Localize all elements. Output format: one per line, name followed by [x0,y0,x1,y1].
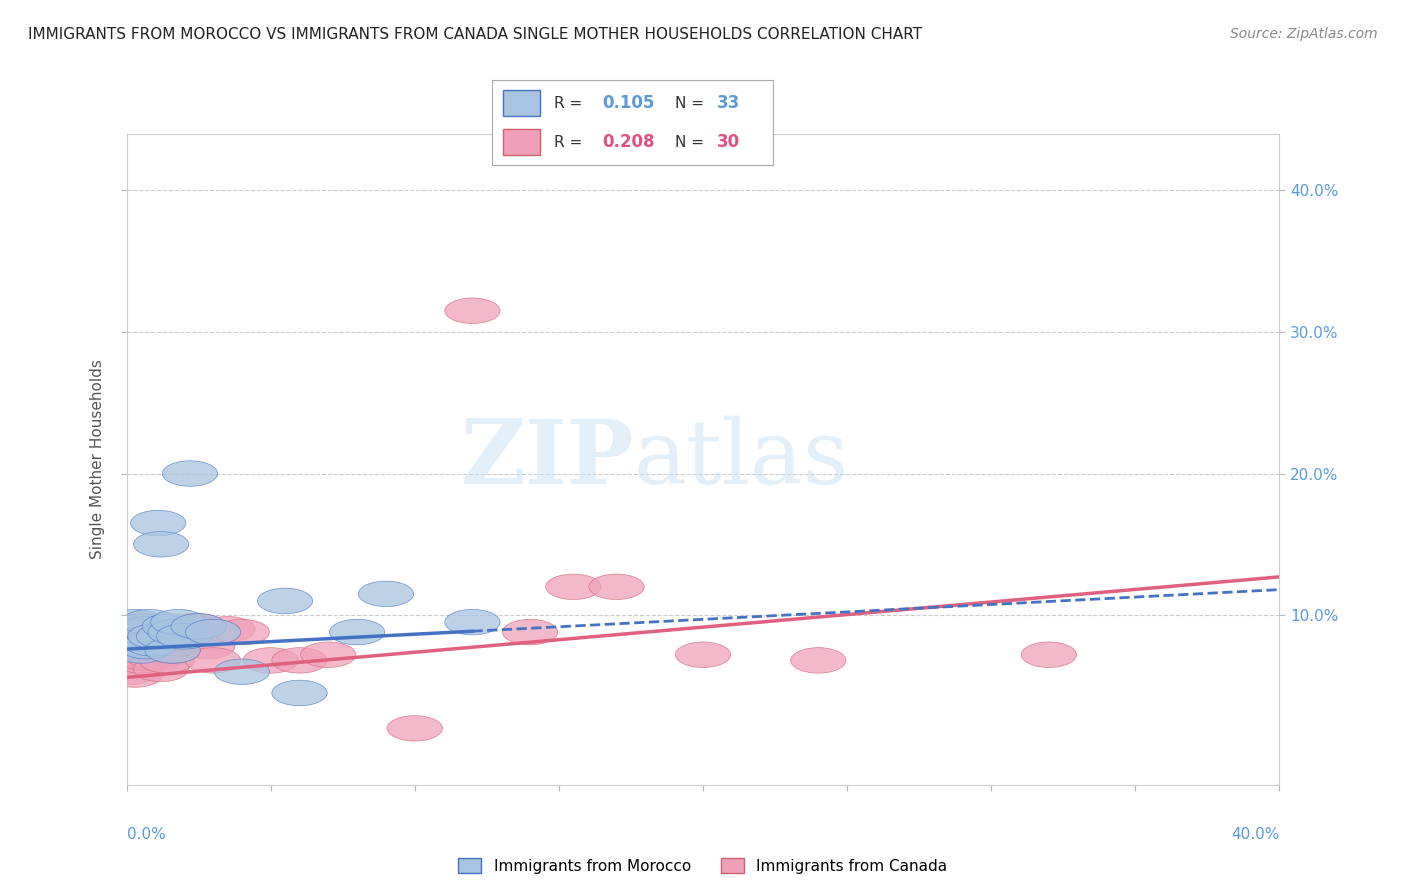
Ellipse shape [150,631,207,657]
Text: R =: R = [554,135,588,150]
Ellipse shape [107,609,163,635]
Ellipse shape [675,642,731,667]
Ellipse shape [139,648,194,673]
Ellipse shape [128,645,183,670]
Ellipse shape [107,662,163,688]
Ellipse shape [101,659,157,684]
Ellipse shape [114,638,169,664]
Ellipse shape [301,642,356,667]
Text: 30: 30 [717,133,740,151]
Text: Source: ZipAtlas.com: Source: ZipAtlas.com [1230,27,1378,41]
Ellipse shape [120,633,174,659]
Ellipse shape [125,631,180,657]
Text: 0.208: 0.208 [602,133,654,151]
Ellipse shape [172,614,226,640]
Ellipse shape [104,628,160,653]
Ellipse shape [444,609,501,635]
Ellipse shape [502,619,558,645]
Ellipse shape [162,461,218,486]
Ellipse shape [790,648,846,673]
Ellipse shape [104,616,160,642]
Text: atlas: atlas [634,416,849,503]
Ellipse shape [162,614,218,640]
Ellipse shape [101,624,157,649]
Ellipse shape [359,581,413,607]
Ellipse shape [111,642,166,667]
Ellipse shape [271,681,328,706]
Ellipse shape [589,574,644,599]
Ellipse shape [156,624,212,649]
Text: N =: N = [675,95,709,111]
Ellipse shape [1021,642,1077,667]
Text: 33: 33 [717,95,741,112]
Ellipse shape [329,619,385,645]
FancyBboxPatch shape [503,129,540,155]
Ellipse shape [156,619,212,645]
Ellipse shape [136,624,191,649]
Ellipse shape [128,624,183,649]
Text: IMMIGRANTS FROM MOROCCO VS IMMIGRANTS FROM CANADA SINGLE MOTHER HOUSEHOLDS CORRE: IMMIGRANTS FROM MOROCCO VS IMMIGRANTS FR… [28,27,922,42]
Ellipse shape [180,633,235,659]
Ellipse shape [142,614,197,640]
Ellipse shape [104,652,160,677]
Y-axis label: Single Mother Households: Single Mother Households [90,359,105,559]
Ellipse shape [387,715,443,741]
Ellipse shape [148,619,204,645]
Ellipse shape [145,638,200,664]
Ellipse shape [134,532,188,557]
Text: ZIP: ZIP [460,416,634,503]
Ellipse shape [111,619,166,645]
Ellipse shape [117,626,172,652]
Text: R =: R = [554,95,588,111]
Ellipse shape [257,588,312,614]
Ellipse shape [114,648,169,673]
Ellipse shape [134,657,188,681]
Ellipse shape [117,619,172,645]
Ellipse shape [186,648,240,673]
Ellipse shape [122,638,177,664]
Ellipse shape [114,614,169,640]
Ellipse shape [117,645,172,670]
Ellipse shape [200,616,254,642]
Text: N =: N = [675,135,709,150]
Ellipse shape [186,619,240,645]
Ellipse shape [120,616,174,642]
Ellipse shape [150,609,207,635]
Ellipse shape [111,631,166,657]
Ellipse shape [214,659,270,684]
Ellipse shape [214,619,270,645]
Ellipse shape [107,633,163,659]
Ellipse shape [546,574,600,599]
FancyBboxPatch shape [503,90,540,116]
Text: 0.105: 0.105 [602,95,654,112]
Ellipse shape [444,298,501,324]
Ellipse shape [172,614,226,640]
Text: 0.0%: 0.0% [127,827,166,841]
Ellipse shape [122,609,177,635]
Ellipse shape [145,638,200,664]
Ellipse shape [271,648,328,673]
Ellipse shape [243,648,298,673]
Text: 40.0%: 40.0% [1232,827,1279,841]
Ellipse shape [131,510,186,536]
Legend: Immigrants from Morocco, Immigrants from Canada: Immigrants from Morocco, Immigrants from… [453,852,953,880]
